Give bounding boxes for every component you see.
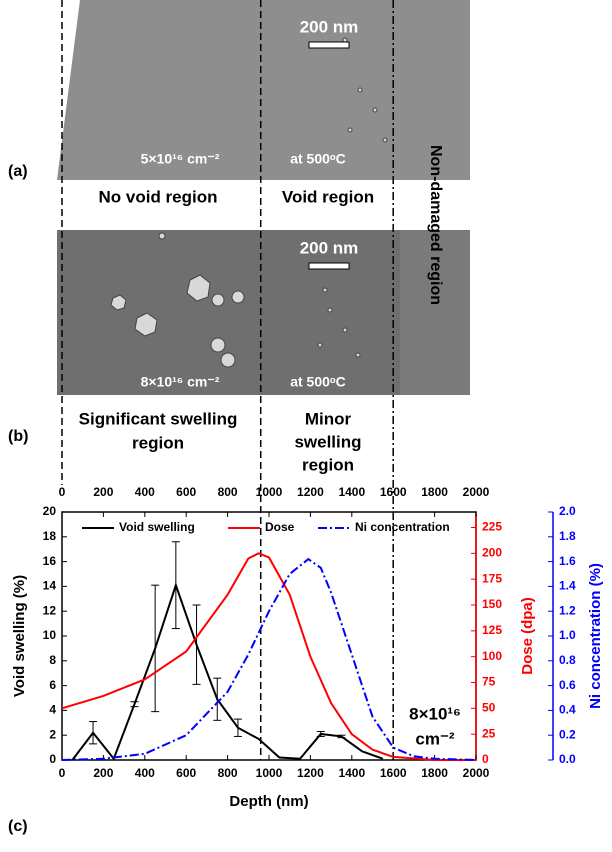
y2-tick-label: 200 [482,546,502,560]
y-tick-label: 12 [43,603,57,617]
region-label: Significant swelling [79,409,238,428]
y2-tick-label: 75 [482,675,496,689]
x-tick-label: 1200 [297,766,324,780]
fluence: 8×10¹⁶ cm⁻² [141,374,220,390]
panel-label: (a) [8,163,28,180]
y3-axis-label: Ni concentration (%) [587,563,604,709]
y2-tick-label: 50 [482,701,496,715]
y-tick-label: 20 [43,504,57,518]
scale-bar [308,262,350,270]
side-label: Non-damaged region [427,145,444,305]
voids [110,37,388,368]
x-tick-label: 1800 [421,766,448,780]
temperature: at 500ᵒC [290,374,346,390]
scale-label: 200 nm [300,238,359,257]
y-tick-label: 10 [43,628,57,642]
x-tick-label: 400 [135,766,155,780]
y2-tick-label: 175 [482,571,502,585]
y-tick-label: 8 [49,653,56,667]
y3-tick-label: 1.2 [559,603,576,617]
panel-label: (b) [8,428,28,445]
annotation: 8×10¹⁶ [409,704,461,723]
x-top-tick-label: 1400 [338,485,365,499]
tem-undamaged [400,230,470,395]
temperature: at 500ᵒC [290,151,346,167]
x-top-tick-label: 400 [135,485,155,499]
scale-bar [308,41,350,49]
annotation: cm⁻² [415,729,455,748]
y-tick-label: 18 [43,529,57,543]
x-tick-label: 1600 [380,766,407,780]
y-axis-label: Void swelling (%) [11,575,28,697]
y2-axis-label: Dose (dpa) [519,597,536,675]
x-tick-label: 1000 [256,766,283,780]
legend-label: Ni concentration [355,520,450,534]
series-line [71,582,384,761]
y-tick-label: 2 [49,727,56,741]
y-tick-label: 0 [49,752,56,766]
series-line [61,557,477,761]
y3-tick-label: 1.4 [559,579,576,593]
tem-image-a [57,0,470,180]
x-tick-label: 0 [59,766,66,780]
region-label: Void region [282,187,374,206]
x-top-tick-label: 1600 [380,485,407,499]
y3-tick-label: 0.4 [559,703,576,717]
y2-tick-label: 100 [482,649,502,663]
legend-label: Dose [265,520,295,534]
x-top-tick-label: 1800 [421,485,448,499]
y3-tick-label: 1.8 [559,529,576,543]
region-label: swelling [294,432,361,451]
x-tick-label: 1400 [338,766,365,780]
x-top-tick-label: 1000 [256,485,283,499]
legend-label: Void swelling [119,520,195,534]
y3-tick-label: 0.0 [559,752,576,766]
region-label: region [132,433,184,452]
y-tick-label: 4 [49,703,56,717]
y2-tick-label: 225 [482,520,502,534]
y-tick-label: 6 [49,678,56,692]
x-tick-label: 200 [93,766,113,780]
x-top-tick-label: 800 [218,485,238,499]
y2-tick-label: 125 [482,623,502,637]
x-top-tick-label: 600 [176,485,196,499]
scale-label: 200 nm [300,17,359,36]
x-top-tick-label: 0 [59,485,66,499]
y2-tick-label: 0 [482,752,489,766]
x-top-tick-label: 200 [93,485,113,499]
x-tick-label: 800 [218,766,238,780]
x-top-tick-label: 1200 [297,485,324,499]
x-tick-label: 600 [176,766,196,780]
region-label: Minor [305,409,352,428]
y2-tick-label: 25 [482,726,496,740]
y3-tick-label: 0.8 [559,653,576,667]
y-tick-label: 16 [43,554,57,568]
y3-tick-label: 0.6 [559,678,576,692]
x-top-tick-label: 2000 [463,485,490,499]
x-axis-label: Depth (nm) [229,793,308,810]
panel-label: (c) [8,818,28,835]
y2-tick-label: 150 [482,597,502,611]
x-tick-label: 2000 [463,766,490,780]
y-tick-label: 14 [43,579,57,593]
y3-tick-label: 1.0 [559,628,576,642]
series-line [61,552,476,761]
y3-tick-label: 0.2 [559,727,576,741]
region-label: region [302,455,354,474]
fluence: 5×10¹⁶ cm⁻² [141,151,220,167]
y3-tick-label: 2.0 [559,504,576,518]
y3-tick-label: 1.6 [559,554,576,568]
region-label: No void region [99,187,218,206]
